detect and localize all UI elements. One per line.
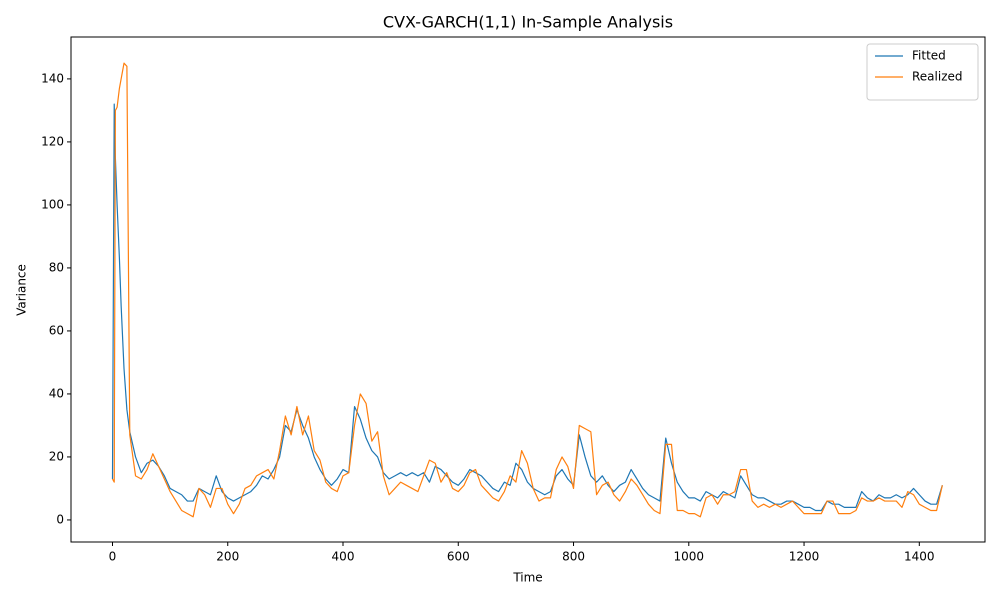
y-tick-label: 80: [49, 260, 64, 274]
chart-title: CVX-GARCH(1,1) In-Sample Analysis: [383, 13, 673, 32]
x-tick-label: 400: [332, 550, 355, 564]
x-tick-label: 0: [109, 550, 117, 564]
y-tick-label: 140: [41, 71, 64, 85]
y-tick-label: 0: [56, 512, 64, 526]
x-tick-label: 800: [562, 550, 585, 564]
line-series: [111, 62, 943, 518]
x-tick-label: 600: [447, 550, 470, 564]
x-tick-label: 1000: [674, 550, 705, 564]
legend-label: Realized: [912, 70, 963, 84]
y-axis-label: Variance: [15, 264, 29, 316]
x-axis-label: Time: [512, 571, 542, 585]
y-tick-label: 60: [49, 323, 64, 337]
y-tick-label: 120: [41, 134, 64, 148]
legend-box: [866, 43, 979, 101]
x-tick-label: 200: [216, 550, 239, 564]
legend-label: Fitted: [912, 49, 946, 63]
plot-frame: [70, 36, 986, 543]
y-tick-label: 40: [49, 386, 64, 400]
x-tick-label: 1200: [789, 550, 820, 564]
line-series: [111, 103, 943, 512]
y-tick-label: 20: [49, 449, 64, 463]
x-tick-label: 1400: [904, 550, 935, 564]
y-tick-label: 100: [41, 197, 64, 211]
